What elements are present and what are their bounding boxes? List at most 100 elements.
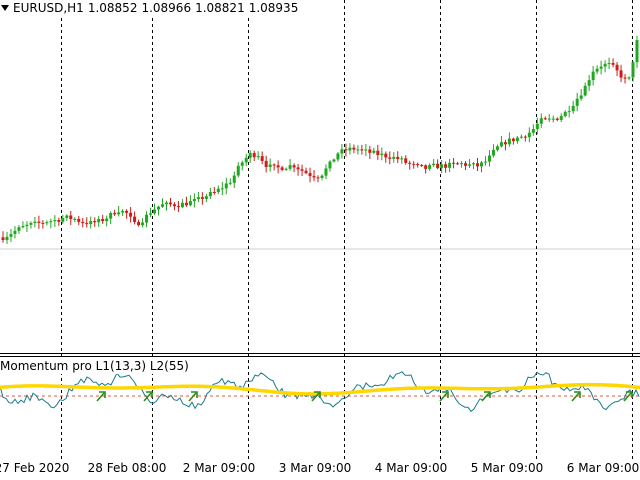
candle bbox=[160, 198, 164, 208]
arrow-shaft bbox=[96, 392, 105, 402]
candle bbox=[424, 164, 428, 174]
candle bbox=[252, 150, 256, 162]
candle-body bbox=[432, 163, 436, 166]
candle bbox=[364, 143, 368, 157]
arrow-head bbox=[314, 391, 321, 398]
signal-arrow-icon bbox=[481, 391, 491, 402]
candle-body bbox=[404, 158, 408, 163]
candle bbox=[149, 207, 153, 218]
candle bbox=[515, 135, 519, 144]
candle bbox=[212, 187, 216, 195]
candle-body bbox=[69, 215, 73, 220]
triangle-down-icon[interactable] bbox=[1, 5, 9, 11]
candle-body bbox=[53, 220, 57, 222]
candle bbox=[464, 161, 468, 171]
signal-arrow-icon bbox=[311, 391, 321, 402]
candle-body bbox=[117, 212, 121, 215]
arrow-shaft bbox=[571, 392, 580, 402]
arrow-head bbox=[191, 391, 198, 398]
candle-body bbox=[284, 168, 288, 170]
candle bbox=[603, 60, 607, 73]
candle-body bbox=[204, 196, 208, 199]
candle bbox=[599, 60, 603, 75]
candle-body bbox=[392, 156, 396, 159]
candle bbox=[384, 151, 388, 163]
candle-body bbox=[196, 197, 200, 199]
candle bbox=[101, 214, 105, 224]
candle-body bbox=[89, 221, 93, 225]
candle-body bbox=[300, 169, 304, 171]
candle bbox=[583, 82, 587, 97]
candle-body bbox=[519, 136, 523, 138]
candle-body bbox=[244, 157, 248, 163]
candle-body bbox=[9, 234, 13, 237]
candle-body bbox=[153, 209, 157, 214]
candle-body bbox=[523, 136, 527, 138]
candle bbox=[340, 143, 344, 159]
candle-body bbox=[563, 111, 567, 117]
candle-body bbox=[228, 182, 232, 184]
candle bbox=[129, 207, 133, 223]
candle bbox=[499, 135, 503, 148]
candle bbox=[567, 105, 571, 118]
candle bbox=[196, 191, 200, 203]
candle bbox=[631, 61, 635, 82]
candle-body bbox=[448, 162, 452, 168]
candle-body bbox=[571, 105, 575, 112]
candle bbox=[388, 151, 392, 165]
candle-body bbox=[216, 188, 220, 193]
candle-body bbox=[13, 230, 17, 235]
candle-body bbox=[260, 156, 264, 161]
candle bbox=[153, 203, 157, 215]
candle-body bbox=[236, 165, 240, 176]
candle-body bbox=[499, 142, 503, 147]
candle bbox=[97, 215, 101, 228]
candle bbox=[85, 217, 89, 228]
candle-body bbox=[376, 150, 380, 156]
candle-body bbox=[208, 192, 212, 197]
arrow-head bbox=[626, 391, 633, 398]
candle-body bbox=[81, 221, 85, 224]
candle bbox=[547, 114, 551, 123]
candle-body bbox=[583, 85, 587, 96]
candle-body bbox=[591, 71, 595, 81]
candle bbox=[260, 151, 264, 165]
candle-body bbox=[551, 118, 555, 120]
candle-body bbox=[436, 163, 440, 169]
candle-body bbox=[256, 156, 260, 158]
candle bbox=[141, 218, 145, 228]
candle-body bbox=[547, 118, 551, 120]
candle bbox=[444, 161, 448, 173]
candle-body bbox=[33, 221, 37, 223]
candle-body bbox=[388, 157, 392, 159]
candle-body bbox=[491, 149, 495, 156]
candle-body bbox=[495, 146, 499, 150]
arrow-head bbox=[574, 391, 581, 398]
candle bbox=[133, 211, 137, 225]
candle-body bbox=[348, 147, 352, 151]
candle-body bbox=[308, 173, 312, 177]
candle-body bbox=[1, 237, 5, 241]
time-label: 4 Mar 09:00 bbox=[374, 461, 448, 475]
candle bbox=[288, 159, 292, 171]
candle-body bbox=[483, 161, 487, 163]
candle bbox=[272, 163, 276, 171]
candle bbox=[519, 134, 523, 139]
candle bbox=[320, 174, 324, 181]
candle-body bbox=[603, 63, 607, 67]
candle bbox=[535, 117, 539, 135]
candle bbox=[479, 160, 483, 173]
arrow-shaft bbox=[188, 392, 197, 402]
candle-body bbox=[252, 153, 256, 158]
candle bbox=[73, 217, 77, 223]
candle-body bbox=[416, 163, 420, 165]
candle bbox=[304, 167, 308, 175]
candle bbox=[21, 221, 25, 229]
candle-body bbox=[372, 150, 376, 153]
candle-body bbox=[125, 210, 129, 213]
candle-body bbox=[579, 95, 583, 99]
candle bbox=[168, 197, 172, 207]
candle-body bbox=[164, 202, 168, 205]
candle bbox=[280, 165, 284, 172]
